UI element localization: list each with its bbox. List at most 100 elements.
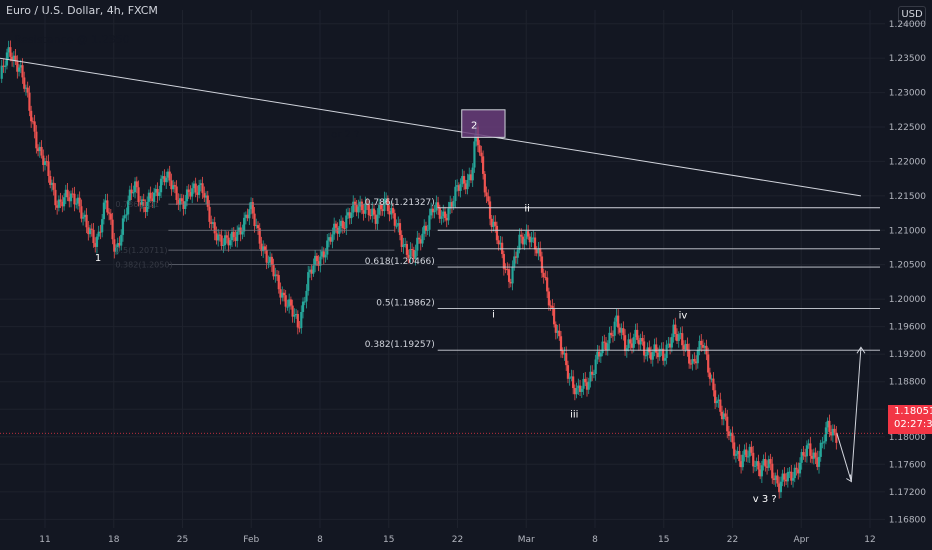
- currency-button[interactable]: USD: [898, 6, 926, 24]
- trendline-label: Resistance @ 1.2350: [14, 33, 130, 46]
- candle-down: [481, 156, 485, 174]
- x-tick-label: 25: [177, 535, 188, 545]
- candle-up: [376, 214, 379, 224]
- candle-up: [639, 337, 642, 345]
- candle-down: [724, 413, 727, 417]
- candle-up: [468, 174, 471, 181]
- candle-down: [436, 202, 440, 209]
- candle-down: [315, 255, 318, 262]
- candle-up: [660, 348, 663, 350]
- candle-up: [97, 231, 100, 237]
- candle-down: [225, 235, 228, 238]
- candle-up: [435, 202, 438, 211]
- candle-down: [662, 348, 665, 361]
- candle-up: [774, 475, 777, 480]
- candle-up: [665, 344, 668, 359]
- candle-down: [790, 471, 793, 481]
- candle-down: [464, 183, 467, 190]
- candle-down: [636, 329, 639, 340]
- candle-down: [417, 237, 421, 240]
- candle-up: [734, 454, 737, 456]
- candle-down: [400, 234, 403, 247]
- old-fib-label: 0.382(1.2050): [115, 261, 172, 270]
- candle-up: [249, 202, 253, 210]
- candle-up: [599, 353, 602, 357]
- candle-down: [367, 204, 370, 216]
- candle-down: [246, 214, 249, 219]
- candle-up: [819, 442, 822, 457]
- candle-down: [144, 206, 147, 212]
- candle-up: [161, 176, 164, 179]
- candle-up: [255, 225, 258, 227]
- x-tick-label: 11: [39, 535, 50, 545]
- candle-down: [405, 244, 409, 255]
- candle-down: [804, 455, 807, 457]
- candle-up: [812, 452, 815, 459]
- y-tick-label: 1.17600: [889, 460, 926, 470]
- candle-down: [490, 218, 493, 227]
- candle-up: [211, 222, 215, 224]
- candle-down: [90, 228, 93, 230]
- candle-down: [47, 161, 50, 176]
- candle-down: [203, 193, 206, 198]
- candle-down: [322, 251, 325, 258]
- candle-down: [547, 291, 550, 306]
- candle-down: [139, 202, 142, 205]
- candle-up: [409, 248, 412, 258]
- candle-up: [165, 177, 168, 183]
- candle-up: [748, 446, 751, 457]
- candle-down: [630, 343, 634, 348]
- candle-down: [462, 176, 466, 184]
- candle-down: [480, 152, 483, 157]
- candle-up: [433, 210, 436, 213]
- candle-down: [28, 92, 31, 111]
- candle-down: [502, 254, 505, 269]
- candle-up: [385, 198, 388, 200]
- candle-up: [793, 467, 796, 479]
- candle-down: [270, 256, 273, 266]
- candle-up: [76, 197, 80, 204]
- candle-up: [518, 234, 521, 250]
- candle-up: [762, 459, 765, 466]
- candle-up: [140, 199, 144, 205]
- candle-down: [263, 246, 267, 251]
- candle-down: [643, 341, 646, 356]
- candle-down: [797, 469, 800, 474]
- candle-down: [443, 211, 447, 218]
- candle-down: [520, 234, 523, 237]
- candle-down: [42, 155, 45, 165]
- candle-down: [374, 214, 377, 224]
- x-tick-label: 18: [108, 535, 120, 545]
- candle-down: [279, 289, 282, 298]
- candle-down: [220, 235, 223, 246]
- candle-down: [533, 237, 537, 250]
- candle-up: [320, 251, 324, 257]
- candle-down: [106, 200, 109, 213]
- candle-down: [561, 350, 564, 355]
- candle-down: [535, 249, 538, 254]
- candle-down: [714, 390, 717, 404]
- candle-up: [442, 211, 445, 217]
- candle-up: [62, 197, 66, 207]
- candle-down: [118, 243, 121, 246]
- candle-down: [708, 372, 712, 379]
- candle-up: [12, 55, 15, 61]
- wave-2-box: [461, 109, 506, 138]
- candle-up: [523, 238, 526, 245]
- candle-down: [618, 327, 621, 333]
- candle-down: [494, 221, 497, 226]
- candle-down: [282, 292, 286, 296]
- candle-down: [483, 173, 486, 193]
- candle-up: [613, 321, 616, 336]
- candle-up: [88, 228, 92, 235]
- symbol-title: Euro / U.S. Dollar, 4h, FXCM: [6, 4, 158, 17]
- candle-down: [87, 227, 90, 235]
- candle-down: [194, 183, 197, 193]
- candle-down: [379, 204, 383, 210]
- y-tick-label: 1.22000: [889, 157, 926, 167]
- candle-down: [445, 217, 448, 221]
- candle-down: [149, 192, 152, 199]
- y-tick-label: 1.24000: [889, 20, 926, 30]
- candle-up: [222, 245, 225, 247]
